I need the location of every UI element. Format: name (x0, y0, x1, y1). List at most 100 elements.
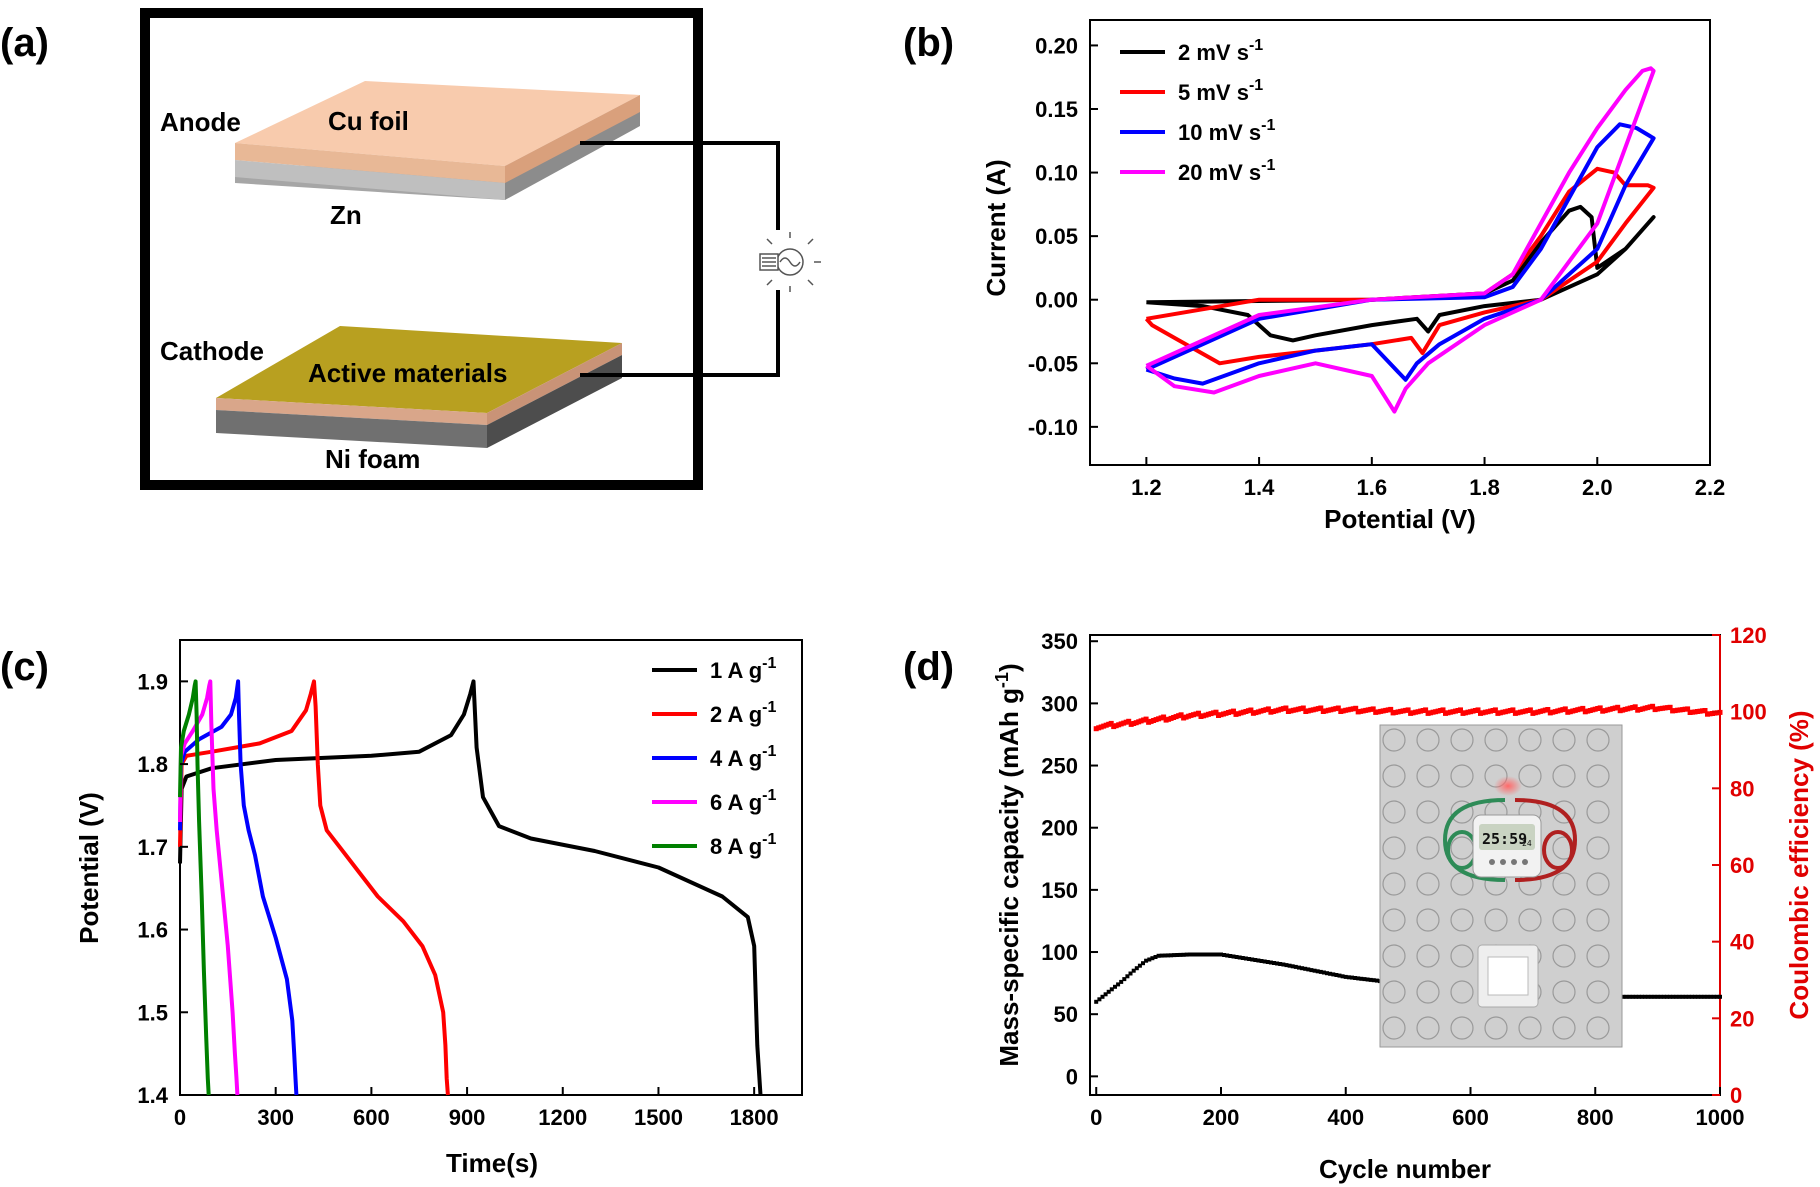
capacity-point (1209, 952, 1214, 957)
c-xtick-label-2: 600 (353, 1105, 390, 1130)
ce-point (1161, 714, 1167, 720)
c-ytick-label-1: 1.5 (137, 1000, 168, 1025)
capacity-point (1097, 997, 1102, 1002)
ni-foam-front (216, 410, 487, 448)
capacity-point (1353, 976, 1358, 980)
capacity-point (1346, 975, 1351, 980)
capacity-point (1328, 971, 1333, 976)
paper-pattern-mark (1552, 1016, 1576, 1040)
cv-curve-0 (1146, 204, 1656, 343)
paper-pattern-mark (1416, 764, 1440, 788)
capacity-point (1234, 955, 1239, 959)
paper-pattern-mark (1586, 944, 1610, 968)
capacity-point (1237, 955, 1242, 960)
cell-frame (140, 8, 703, 490)
capacity-point (1225, 953, 1230, 958)
paper-pattern-mark (1382, 980, 1406, 1004)
d-y2tick-label-0: 0 (1730, 1083, 1742, 1108)
capacity-point (1172, 953, 1177, 958)
capacity-point (1702, 994, 1707, 999)
capacity-point (1306, 967, 1311, 972)
capacity-point (1312, 968, 1317, 973)
capacity-point (1714, 994, 1719, 999)
chart-b-ticks: 1.2 1.4 1.6 1.8 2.0 2.2 -0.10 -0.05 0.00 0.05 0.10… (1028, 33, 1725, 500)
capacity-point (1689, 994, 1694, 999)
b-ytick-label-6: 0.20 (1035, 33, 1078, 58)
capacity-point (1181, 952, 1186, 957)
capacity-point (1693, 994, 1697, 999)
b-xtick-label-0: 1.2 (1131, 475, 1162, 500)
capacity-point (1203, 952, 1208, 957)
b-xtick-label-1: 1.4 (1244, 475, 1275, 500)
panel-d: (d) 0 200 400 600 800 10000501001502002503003… (903, 623, 1814, 1184)
b-ytick-label-0: -0.10 (1028, 415, 1078, 440)
capacity-point (1256, 958, 1261, 963)
panel-b: (b) 1.2 1.4 1.6 1.8 2.0 2.2 -0.10 -0.05 0.00 0.05… (903, 19, 1725, 534)
paper-pattern-mark (1552, 908, 1576, 932)
capacity-point (1128, 971, 1133, 976)
chart-c-xlabel: Time(s) (446, 1148, 538, 1178)
zn-layer (235, 160, 505, 200)
capacity-point (1371, 978, 1376, 983)
capacity-point (1184, 952, 1189, 957)
capacity-point (1247, 957, 1252, 961)
active-materials-label: Active materials (308, 358, 507, 388)
paper-pattern-mark (1450, 908, 1474, 932)
ce-point (1667, 704, 1673, 710)
panel-a: (a) Anode Cu foil Zn Cathode Active mate… (0, 8, 821, 490)
d-y2tick-label-3: 60 (1730, 853, 1754, 878)
capacity-point (1243, 956, 1248, 961)
capacity-point (1147, 957, 1152, 962)
paper-pattern-mark (1518, 908, 1542, 932)
capacity-point (1303, 966, 1308, 971)
c-xtick-label-3: 900 (449, 1105, 486, 1130)
b-legend-label-0: 2 mV s-1 (1178, 37, 1263, 65)
chart-b-xlabel: Potential (V) (1324, 504, 1476, 534)
c-xtick-label-6: 1800 (730, 1105, 779, 1130)
ce-point (1388, 706, 1394, 712)
cu-foil-label: Cu foil (328, 106, 409, 136)
paper-pattern-mark (1484, 728, 1508, 752)
d-y2tick-label-6: 120 (1730, 623, 1767, 648)
capacity-point (1334, 973, 1339, 977)
ce-point (1353, 705, 1359, 711)
c-legend-label-1: 2 A g-1 (710, 699, 776, 727)
c-xtick-label-1: 300 (257, 1105, 294, 1130)
anode-label: Anode (160, 107, 241, 137)
capacity-point (1671, 994, 1676, 999)
chart-c-frame (179, 639, 803, 1096)
chart-d-y2label: Coulombic efficiency (%) (1784, 710, 1814, 1019)
capacity-point (1340, 974, 1345, 979)
active-materials-top (216, 326, 622, 413)
b-legend-label-2: 10 mV s-1 (1178, 117, 1276, 145)
b-ytick-label-5: 0.15 (1035, 97, 1078, 122)
paper-pattern-mark (1586, 1016, 1610, 1040)
paper-pattern-mark (1450, 728, 1474, 752)
gcd-curve-3 (178, 679, 240, 1096)
capacity-point (1212, 952, 1217, 957)
ce-point (1248, 707, 1254, 713)
panel-d-letter: (d) (903, 645, 954, 689)
capacity-point (1113, 984, 1117, 989)
capacity-point (1144, 958, 1149, 963)
capacity-point (1325, 971, 1329, 976)
zn-layer-side (505, 110, 640, 200)
chart-b-legend: 2 mV s-1 5 mV s-1 10 mV s-1 20 mV s-1 (1120, 37, 1276, 185)
copper-mid-side (487, 343, 622, 425)
ce-point (1475, 707, 1481, 713)
capacity-point (1131, 968, 1136, 973)
paper-pattern-mark (1416, 908, 1440, 932)
capacity-point (1150, 956, 1155, 961)
capacity-point (1640, 994, 1644, 999)
ce-point (1108, 720, 1114, 726)
d-ytick-label-5: 250 (1041, 754, 1078, 779)
zn-label: Zn (330, 200, 362, 230)
capacity-point (1649, 994, 1654, 999)
light-bulb-icon (759, 232, 821, 292)
paper-pattern-mark (1484, 1016, 1508, 1040)
d-ytick-label-4: 200 (1041, 816, 1078, 841)
gcd-curve-4 (178, 679, 211, 1096)
ce-point (1196, 710, 1201, 716)
d-y2tick-label-4: 80 (1730, 776, 1754, 801)
